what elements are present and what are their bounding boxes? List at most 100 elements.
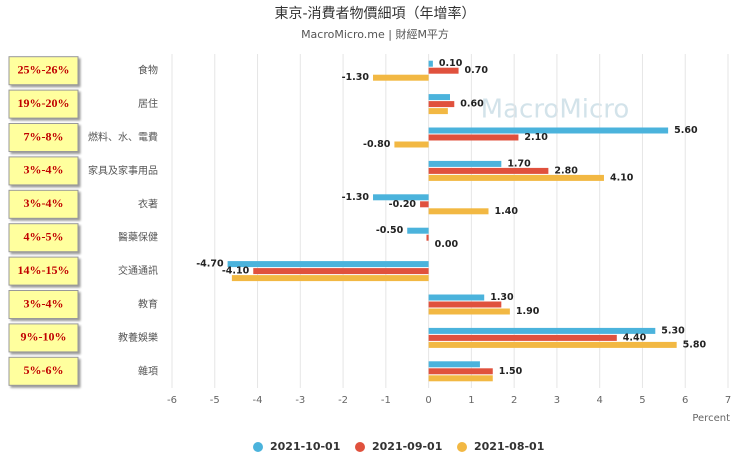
x-tick-label: 3 (554, 395, 560, 406)
bar (428, 94, 450, 101)
bar (428, 108, 448, 115)
bar (407, 227, 429, 234)
data-label: -4.10 (222, 266, 250, 277)
y-tick-label: 食物 (138, 64, 158, 77)
bar (428, 327, 656, 334)
bar (426, 234, 429, 241)
bar (231, 275, 429, 282)
data-label: 5.30 (661, 325, 685, 336)
legend-marker (355, 442, 365, 452)
data-label: -0.20 (389, 199, 417, 210)
bar (428, 375, 493, 382)
x-tick-label: 2 (511, 395, 517, 406)
side-box (8, 223, 79, 253)
data-label: -1.30 (342, 192, 370, 203)
legend-marker (253, 442, 263, 452)
chart-subtitle: MacroMicro.me | 財經M平方 (301, 27, 449, 41)
side-box (8, 356, 79, 386)
x-tick-label: 0 (425, 395, 431, 406)
side-label: 5%-6% (24, 363, 64, 377)
data-label: 1.30 (490, 292, 514, 303)
legend-label: 2021-08-01 (474, 440, 544, 453)
bar (428, 174, 604, 181)
bar (373, 74, 429, 81)
x-tick-label: -5 (210, 395, 220, 406)
data-label: 0.00 (435, 239, 459, 250)
x-tick-label: -6 (167, 395, 177, 406)
bar (428, 308, 510, 315)
side-label: 25%-26% (18, 62, 70, 76)
y-tick-label: 衣著 (138, 197, 158, 210)
data-label: 4.40 (623, 332, 647, 343)
data-label: 0.10 (439, 58, 463, 69)
data-label: 5.80 (683, 339, 707, 350)
bar (394, 141, 429, 148)
bar (428, 368, 493, 375)
data-label: 0.60 (460, 99, 484, 110)
bar (428, 127, 669, 134)
side-label: 3%-4% (24, 196, 64, 210)
watermark: MacroMicro (481, 95, 630, 125)
side-box (8, 290, 79, 319)
x-tick-label: -1 (381, 395, 391, 406)
side-label: 3%-4% (24, 296, 64, 310)
side-label: 9%-10% (21, 330, 67, 344)
legend-marker (457, 442, 467, 452)
x-tick-label: 7 (725, 395, 731, 406)
side-box (8, 256, 79, 286)
data-label: 5.60 (674, 125, 698, 136)
side-box (8, 89, 79, 119)
side-label: 7%-8% (24, 129, 64, 143)
y-tick-label: 教育 (138, 298, 158, 311)
bar (428, 160, 502, 167)
y-tick-label: 醫藥保健 (118, 231, 158, 244)
x-tick-label: 5 (639, 395, 645, 406)
x-tick-label: 6 (682, 395, 688, 406)
bar (373, 194, 429, 201)
x-tick-label: 4 (597, 395, 603, 406)
data-label: -0.50 (376, 225, 404, 236)
data-label: 1.90 (516, 306, 540, 317)
side-label: 3%-4% (24, 163, 64, 177)
bar (428, 208, 489, 215)
bar (428, 134, 519, 141)
chart-title: 東京-消費者物價細項（年增率） (274, 5, 475, 22)
bar (227, 261, 429, 268)
bar (428, 294, 485, 301)
data-label: 1.40 (494, 206, 518, 217)
bar (428, 67, 459, 74)
x-tick-label: -2 (338, 395, 348, 406)
side-label: 14%-15% (18, 263, 70, 277)
bar (428, 301, 502, 308)
bar (420, 201, 429, 208)
y-tick-label: 燃料、水、電費 (88, 131, 158, 144)
data-label: -0.80 (363, 139, 391, 150)
side-box (8, 156, 79, 186)
x-tick-label: -4 (253, 395, 263, 406)
y-tick-label: 交通通訊 (118, 264, 158, 277)
bar (428, 341, 677, 348)
x-tick-label: 1 (468, 395, 474, 406)
legend-label: 2021-10-01 (270, 440, 340, 453)
bar (428, 101, 455, 108)
data-label: -1.30 (342, 72, 370, 83)
bar (253, 268, 429, 275)
data-label: 0.70 (465, 65, 489, 76)
data-label: 2.80 (554, 165, 578, 176)
y-tick-label: 教養娛樂 (118, 331, 158, 344)
side-box (8, 123, 79, 152)
bar (428, 167, 549, 174)
bar (428, 334, 617, 341)
side-box (8, 189, 79, 219)
data-label: 1.70 (507, 158, 531, 169)
data-label: 2.10 (524, 132, 548, 143)
y-tick-label: 居住 (138, 97, 158, 110)
bar (428, 361, 480, 368)
x-axis-label: Percent (692, 413, 730, 424)
y-tick-label: 家具及家事用品 (88, 164, 158, 177)
legend-label: 2021-09-01 (372, 440, 442, 453)
side-label: 4%-5% (24, 229, 64, 243)
data-label: 1.50 (499, 366, 523, 377)
side-box (8, 56, 79, 86)
